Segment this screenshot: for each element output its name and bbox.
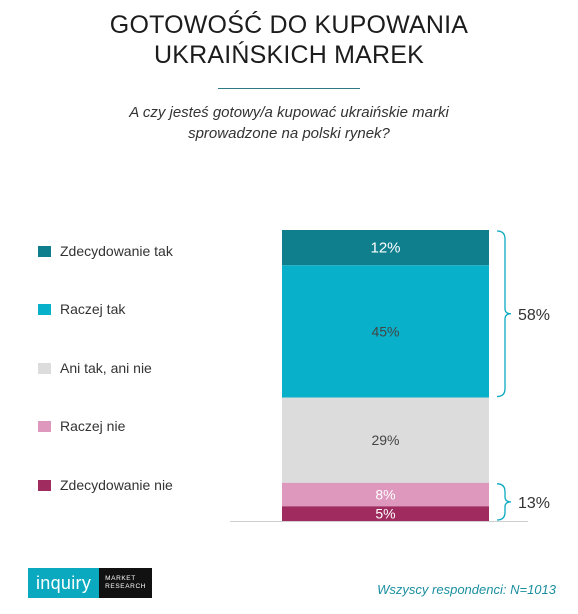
legend-swatch-raczej-nie [38, 421, 51, 432]
bar-segment-raczej-nie [282, 482, 489, 507]
logo-subtitle: MARKET RESEARCH [99, 568, 153, 598]
legend-swatch-zdecydowanie-tak [38, 246, 51, 257]
sample-size-footnote: Wszyscy respondenci: N=1013 [377, 582, 556, 597]
chart-title-line-1: GOTOWOŚĆ DO KUPOWANIA [109, 11, 469, 39]
chart-subtitle-line-1: A czy jesteś gotowy/a kupować ukraińskie… [129, 104, 449, 121]
bar-segment-zdecydowanie-tak [282, 230, 489, 266]
data-label-ani-tak-ani-nie: 29% [371, 432, 399, 448]
bar-segment-zdecydowanie-nie [282, 506, 489, 521]
legend-swatch-ani-tak-ani-nie [38, 363, 51, 374]
bar-segment-ani-tak-ani-nie [282, 397, 489, 483]
data-label-zdecydowanie-nie: 5% [375, 506, 395, 522]
data-label-raczej-nie: 8% [375, 487, 395, 503]
bar-segment-raczej-tak [282, 265, 489, 398]
legend-label-raczej-nie: Raczej nie [60, 418, 126, 434]
brace-1 [496, 230, 512, 398]
legend-label-zdecydowanie-nie: Zdecydowanie nie [60, 477, 173, 493]
chart-title-line-2: UKRAIŃSKICH MAREK [153, 41, 425, 69]
logo-name: inquiry [28, 568, 100, 598]
legend-label-raczej-tak: Raczej tak [60, 301, 126, 317]
inquiry-logo: inquiry MARKET RESEARCH [28, 568, 153, 598]
title-divider [218, 88, 360, 89]
logo-sub-line-2: RESEARCH [105, 583, 147, 590]
brace-total-label-1: 58% [518, 307, 550, 324]
stacked-bar-chart: 12% 45% 29% 8% 5% Zdecydowanie tak Raczej tak A… [38, 230, 550, 522]
chart-subtitle: A czy jesteś gotowy/a kupować ukraińskie… [60, 102, 518, 144]
brace-2 [496, 483, 512, 521]
chart-title: GOTOWOŚĆ DO KUPOWANIA UKRAIŃSKICH MAREK [0, 10, 578, 70]
chart-subtitle-line-2: sprowadzone na polski rynek? [188, 125, 390, 142]
legend-swatch-raczej-tak [38, 304, 51, 315]
legend-label-zdecydowanie-tak: Zdecydowanie tak [60, 243, 174, 259]
legend-label-ani-tak-ani-nie: Ani tak, ani nie [60, 360, 152, 376]
brace-total-label-2: 13% [518, 495, 550, 512]
legend-swatch-zdecydowanie-nie [38, 480, 51, 491]
data-label-zdecydowanie-tak: 12% [370, 240, 400, 257]
data-label-raczej-tak: 45% [371, 323, 399, 339]
logo-sub-line-1: MARKET [105, 575, 136, 582]
